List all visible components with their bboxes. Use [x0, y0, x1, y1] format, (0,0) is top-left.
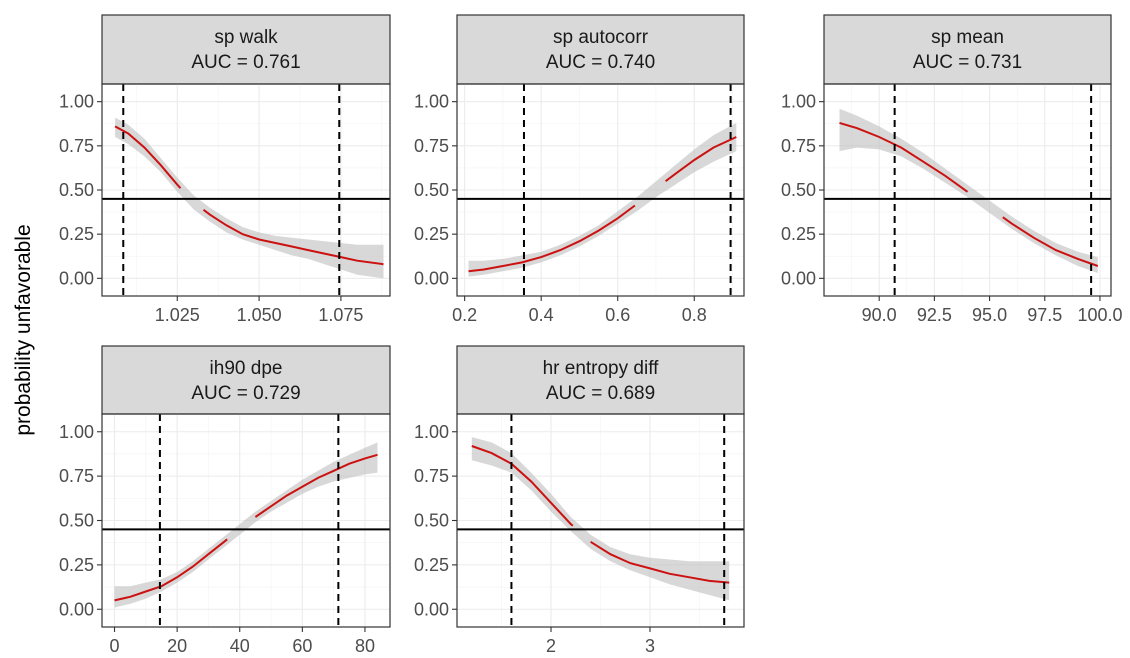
confidence-band	[114, 442, 378, 608]
y-tick-label: 0.50	[414, 180, 449, 200]
x-tick-label: 92.5	[917, 305, 952, 325]
x-tick-label: 0.4	[529, 305, 554, 325]
fit-line-segment	[468, 204, 636, 273]
x-tick-label: 80	[355, 636, 375, 656]
x-tick-label: 97.5	[1027, 305, 1062, 325]
facet-strip	[101, 345, 391, 415]
x-tick-label: 100.0	[1077, 305, 1122, 325]
y-tick-label: 0.75	[781, 136, 816, 156]
y-tick-label: 0.25	[59, 224, 94, 244]
panel-1: sp autocorr AUC = 0.740 0.00 0.25 0.50 0.75 1.…	[414, 14, 745, 325]
fit-line-segment	[665, 136, 737, 183]
y-tick-label: 1.00	[781, 92, 816, 112]
y-tick-label: 1.00	[59, 422, 94, 442]
panel-2: sp mean AUC = 0.731 0.00 0.25 0.50 0.75 1.00 90…	[781, 14, 1122, 325]
plot-area	[102, 84, 390, 296]
y-tick-label: 0.50	[59, 511, 94, 531]
confidence-band	[115, 117, 384, 279]
y-tick-label: 0.75	[59, 136, 94, 156]
y-tick-label: 1.00	[59, 92, 94, 112]
y-tick-label: 0.25	[414, 224, 449, 244]
y-tick-label: 0.25	[414, 555, 449, 575]
x-tick-label: 0.2	[452, 305, 477, 325]
y-tick-label: 0.00	[414, 268, 449, 288]
facet-strip	[456, 14, 745, 85]
fit-line-segment	[202, 209, 384, 266]
y-tick-label: 0.25	[59, 555, 94, 575]
facet-title: sp mean	[931, 27, 1004, 48]
y-tick-label: 0.50	[781, 180, 816, 200]
facet-title: sp walk	[214, 27, 278, 48]
facet-title: ih90 dpe	[210, 358, 283, 379]
fit-line-segment	[114, 538, 228, 602]
fit-line-segment	[1002, 216, 1099, 267]
x-tick-label: 3	[645, 636, 655, 656]
y-tick-label: 0.50	[414, 511, 449, 531]
y-tick-label: 0.75	[59, 466, 94, 486]
fit-line-segment	[254, 453, 378, 518]
x-tick-label: 1.025	[155, 305, 200, 325]
fit-line-segment	[839, 121, 969, 193]
facet-auc: AUC = 0.731	[913, 52, 1022, 73]
facet-title: sp autocorr	[553, 27, 649, 48]
panel-3: ih90 dpe AUC = 0.729 0.00 0.25 0.50 0.75 1.00 0…	[59, 345, 391, 656]
y-tick-label: 0.75	[414, 466, 449, 486]
x-tick-label: 0.6	[605, 305, 630, 325]
x-tick-label: 0.8	[682, 305, 707, 325]
fit-line-segment	[114, 125, 182, 189]
x-tick-label: 60	[292, 636, 312, 656]
confidence-band	[468, 122, 737, 277]
facet-strip	[101, 14, 391, 85]
y-tick-label: 0.00	[414, 599, 449, 619]
y-tick-label: 1.00	[414, 422, 449, 442]
facet-auc: AUC = 0.740	[546, 52, 655, 73]
plot-area	[457, 414, 744, 627]
x-tick-label: 1.050	[237, 305, 282, 325]
y-tick-label: 1.00	[414, 92, 449, 112]
facet-strip	[456, 345, 745, 415]
x-tick-label: 1.075	[318, 305, 363, 325]
fit-line-segment	[471, 445, 574, 527]
x-tick-label: 40	[230, 636, 250, 656]
facet-auc: AUC = 0.729	[191, 383, 300, 404]
y-axis-label: probability unfavorable	[12, 224, 35, 435]
facet-auc: AUC = 0.761	[191, 52, 300, 73]
facet-auc: AUC = 0.689	[546, 383, 655, 404]
plot-area	[102, 414, 390, 627]
plot-area	[457, 84, 744, 296]
x-tick-label: 95.0	[972, 305, 1007, 325]
y-tick-label: 0.00	[59, 268, 94, 288]
x-tick-label: 0	[110, 636, 120, 656]
y-tick-label: 0.75	[414, 136, 449, 156]
facet-title: hr entropy diff	[543, 358, 660, 379]
panel-0: sp walk AUC = 0.761 0.00 0.25 0.50 0.75 1.00 1.…	[59, 14, 391, 325]
panel-4: hr entropy diff AUC = 0.689 0.00 0.25 0.50 0.…	[414, 345, 745, 656]
y-tick-label: 0.00	[59, 599, 94, 619]
y-tick-label: 0.25	[781, 224, 816, 244]
x-tick-label: 2	[546, 636, 556, 656]
facet-strip	[823, 14, 1112, 85]
x-tick-label: 20	[167, 636, 187, 656]
plot-area	[824, 84, 1111, 296]
y-tick-label: 0.00	[781, 268, 816, 288]
confidence-band	[839, 108, 1098, 273]
x-tick-label: 90.0	[862, 305, 897, 325]
y-tick-label: 0.50	[59, 180, 94, 200]
confidence-band	[471, 437, 730, 601]
fit-line-segment	[590, 540, 730, 584]
